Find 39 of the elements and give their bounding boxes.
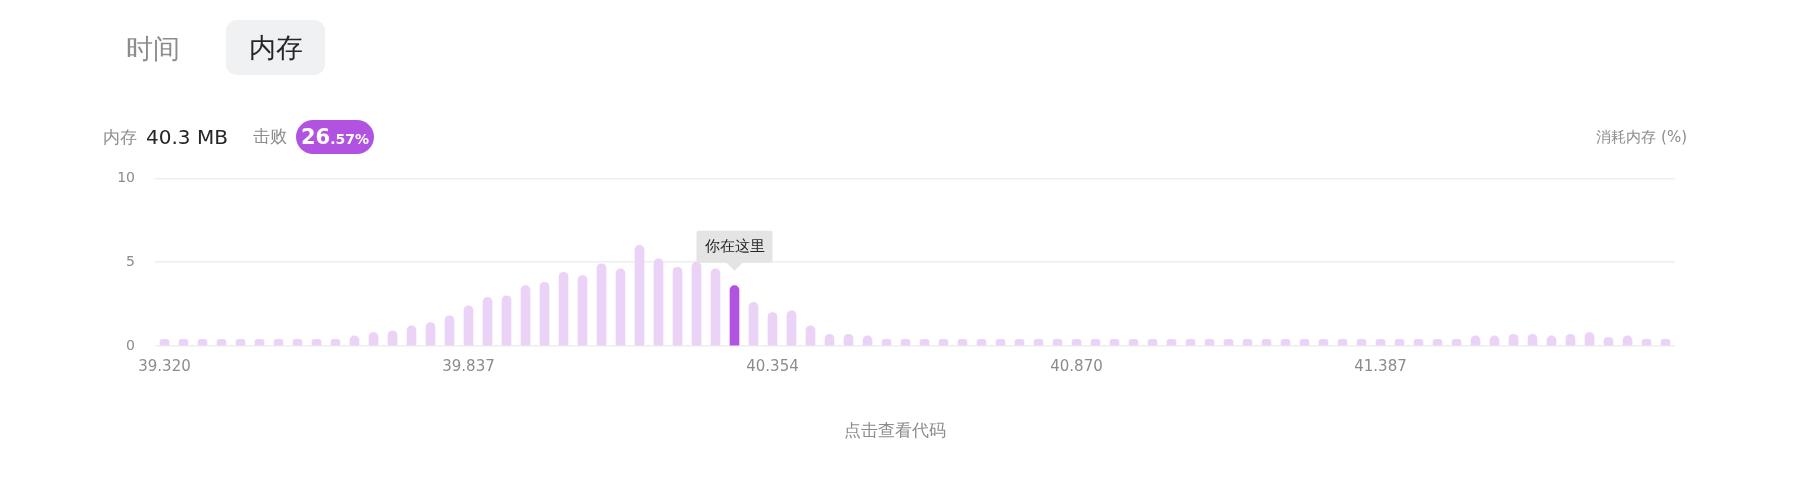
x-tick-label: 40.870 (1050, 356, 1103, 375)
bar (691, 261, 702, 346)
text: 内存 (103, 127, 137, 147)
badge: 26.57% (296, 120, 374, 154)
text: 40.3 MB (146, 125, 228, 149)
bar (444, 315, 455, 346)
bar (672, 266, 683, 346)
annotation: 你在这里 (703, 238, 765, 255)
x-tick-label: 39.837 (442, 356, 495, 375)
bar (710, 268, 721, 346)
bar (767, 312, 778, 346)
bar (425, 322, 436, 346)
bar (634, 245, 645, 346)
bar (482, 297, 493, 346)
y-tick-label: 0 (126, 336, 135, 353)
bar (406, 325, 417, 346)
y-tick-label: 5 (126, 252, 135, 269)
bar (748, 302, 759, 346)
bar (577, 275, 588, 346)
bar (520, 285, 531, 346)
bar (501, 295, 512, 346)
bar (786, 310, 797, 346)
bar (653, 258, 664, 346)
y-tick-label: 10 (117, 169, 135, 186)
text: 时间 (126, 33, 180, 65)
bar (539, 281, 550, 346)
text: 击败 (253, 127, 287, 147)
selected-tab: 内存 (226, 20, 325, 75)
bar (729, 285, 740, 346)
bar (615, 268, 626, 346)
y-axis-title: 消耗内存 (%) (1596, 128, 1687, 146)
x-tick-label: 41.387 (1354, 356, 1407, 375)
bar (463, 305, 474, 346)
x-tick-label: 40.354 (746, 356, 799, 375)
x-tick-label: 39.320 (138, 356, 191, 375)
bar (558, 271, 569, 346)
bar (596, 263, 607, 346)
bar (805, 325, 816, 346)
text: 点击查看代码 (843, 421, 947, 441)
